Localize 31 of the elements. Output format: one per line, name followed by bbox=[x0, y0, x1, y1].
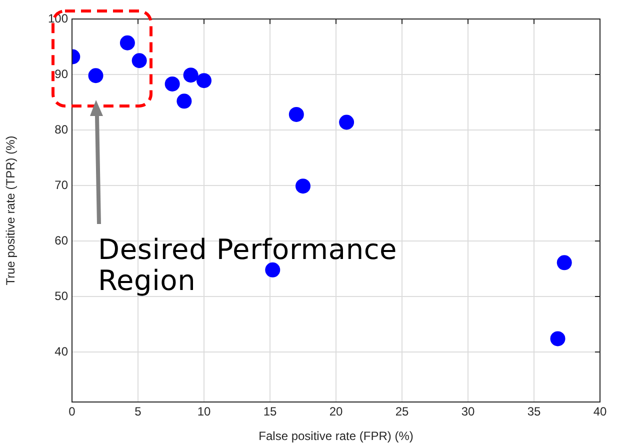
point bbox=[88, 68, 104, 84]
y-tick-label: 70 bbox=[54, 178, 68, 192]
point bbox=[339, 114, 354, 130]
x-tick-label: 20 bbox=[329, 404, 343, 419]
y-axis-title: True positive rate (TPR) (%) bbox=[4, 136, 18, 286]
x-tick-label: 35 bbox=[527, 404, 541, 419]
y-tick-label: 80 bbox=[54, 122, 68, 136]
x-axis-title: False positive rate (FPR) (%) bbox=[258, 429, 414, 444]
x-tick-label: 30 bbox=[461, 404, 475, 419]
point bbox=[550, 331, 566, 346]
annotation: Desired Performance Region bbox=[98, 233, 398, 297]
point bbox=[556, 255, 572, 270]
y-tick-label: 90 bbox=[54, 66, 68, 81]
point bbox=[265, 262, 280, 278]
x-tick-label: 15 bbox=[263, 404, 277, 419]
point bbox=[288, 106, 304, 122]
point bbox=[296, 178, 310, 194]
point bbox=[132, 53, 147, 68]
x-tick-label: 10 bbox=[197, 404, 211, 419]
x-tick-label: 5 bbox=[134, 404, 142, 419]
y-tick-label: 60 bbox=[54, 233, 68, 248]
point bbox=[176, 94, 192, 109]
point bbox=[164, 76, 180, 92]
x-tick-label: 40 bbox=[593, 404, 607, 419]
y-tick-label: 50 bbox=[54, 288, 68, 303]
x-tick-label: 0 bbox=[68, 404, 76, 419]
point bbox=[196, 73, 212, 88]
point bbox=[120, 35, 135, 50]
point bbox=[183, 68, 198, 83]
y-tick-label: 40 bbox=[54, 344, 68, 358]
x-tick-label: 25 bbox=[395, 404, 409, 419]
